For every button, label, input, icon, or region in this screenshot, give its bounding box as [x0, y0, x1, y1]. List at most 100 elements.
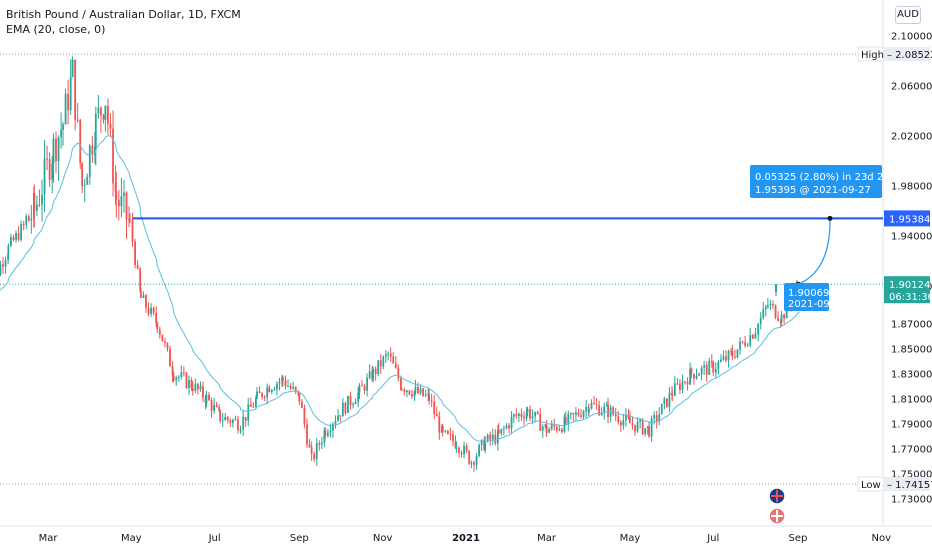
x-tick-label: Sep [789, 533, 808, 544]
candle-body [377, 360, 380, 374]
candle-body [315, 443, 318, 460]
candle-body [247, 404, 250, 421]
candle-body [705, 365, 708, 375]
candle-body [35, 204, 38, 211]
candle-body [231, 419, 234, 424]
candle-body [114, 183, 117, 192]
candle-body [397, 367, 400, 379]
candle-body [598, 405, 601, 416]
candle-body [655, 415, 658, 422]
candle-body [4, 259, 7, 267]
candle-body [695, 375, 698, 379]
y-tick-label: 1.73000 [891, 494, 932, 505]
candle-body [190, 379, 193, 389]
candle-body [560, 429, 563, 432]
candle-body [536, 411, 539, 414]
x-tick-label: Nov [872, 533, 892, 544]
candle-body [531, 416, 534, 419]
candle-body [7, 245, 10, 254]
candle-body [102, 115, 105, 120]
candle-body [689, 368, 692, 385]
candle-body [629, 417, 631, 424]
candle-body [158, 329, 161, 335]
candle-body [278, 381, 281, 384]
candle-body [518, 413, 520, 416]
candle-body [489, 434, 492, 440]
y-tick-label: 2.02000 [891, 132, 932, 143]
candle-body [344, 402, 347, 414]
candle-body [43, 158, 46, 195]
australia-flag-icon[interactable] [768, 507, 786, 525]
indicator-label[interactable]: EMA (20, close, 0) [6, 23, 106, 36]
candle-body [619, 422, 622, 426]
candle-body [595, 404, 598, 406]
candle-body [297, 390, 300, 394]
candle-body [15, 233, 17, 241]
candle-body [580, 415, 582, 418]
candle-body [205, 394, 208, 404]
candle-body [545, 424, 548, 433]
candle-body [258, 391, 261, 394]
candle-body [413, 391, 416, 397]
candle-body [567, 414, 570, 424]
candle-body [313, 453, 316, 460]
candle-body [710, 361, 713, 363]
candle-body [741, 341, 744, 343]
candle-body [334, 420, 337, 424]
candle-body [185, 373, 188, 388]
candle-body [622, 419, 625, 426]
candle-body [717, 361, 720, 369]
candle-body [339, 415, 342, 417]
candle-body [347, 395, 349, 414]
uk-flag-icon[interactable] [768, 487, 786, 505]
candle-body [60, 129, 63, 138]
candle-body [625, 414, 627, 420]
candle-body [727, 350, 730, 361]
candle-body [452, 434, 454, 442]
candle-body [590, 403, 593, 409]
candle-body [671, 394, 674, 396]
candle-body [473, 462, 475, 465]
y-tick-label: 1.75000 [891, 469, 932, 480]
y-tick-label: 2.06000 [891, 82, 932, 93]
candle-body [337, 415, 339, 421]
candle-body [191, 388, 194, 391]
currency-badge[interactable]: AUD [895, 6, 921, 24]
candle-body [430, 400, 433, 402]
low-value-box [884, 477, 930, 491]
candle-body [276, 383, 278, 390]
candle-body [177, 376, 180, 378]
candle-body [64, 93, 67, 125]
candle-body [660, 403, 663, 415]
candle-body [534, 411, 537, 417]
candle-body [273, 389, 276, 391]
candle-body [194, 383, 197, 391]
candle-body [686, 381, 689, 385]
x-tick-label: 2021 [452, 533, 480, 544]
candle-body [588, 408, 590, 413]
candle-body [714, 368, 717, 373]
y-tick-label: 2.10000 [891, 32, 932, 43]
ema-line [0, 134, 800, 443]
candle-body [164, 341, 166, 344]
candle-body [125, 192, 128, 220]
candle-body [224, 416, 227, 421]
candle-body [631, 423, 634, 425]
candle-body [759, 317, 762, 325]
candle-body [180, 372, 183, 377]
candle-body [399, 378, 402, 390]
end-point-marker[interactable] [827, 215, 833, 221]
candle-body [366, 377, 369, 391]
candle-body [100, 107, 102, 116]
high-value: – 2.08522 [887, 50, 932, 61]
candle-body [256, 391, 258, 399]
candle-body [234, 419, 237, 421]
candle-body [441, 426, 444, 432]
candle-body [603, 406, 606, 413]
candle-body [749, 334, 752, 346]
y-tick-label: 1.87000 [891, 319, 932, 330]
candle-body [107, 105, 109, 124]
projection-curve [797, 220, 831, 285]
candle-body [558, 429, 561, 431]
